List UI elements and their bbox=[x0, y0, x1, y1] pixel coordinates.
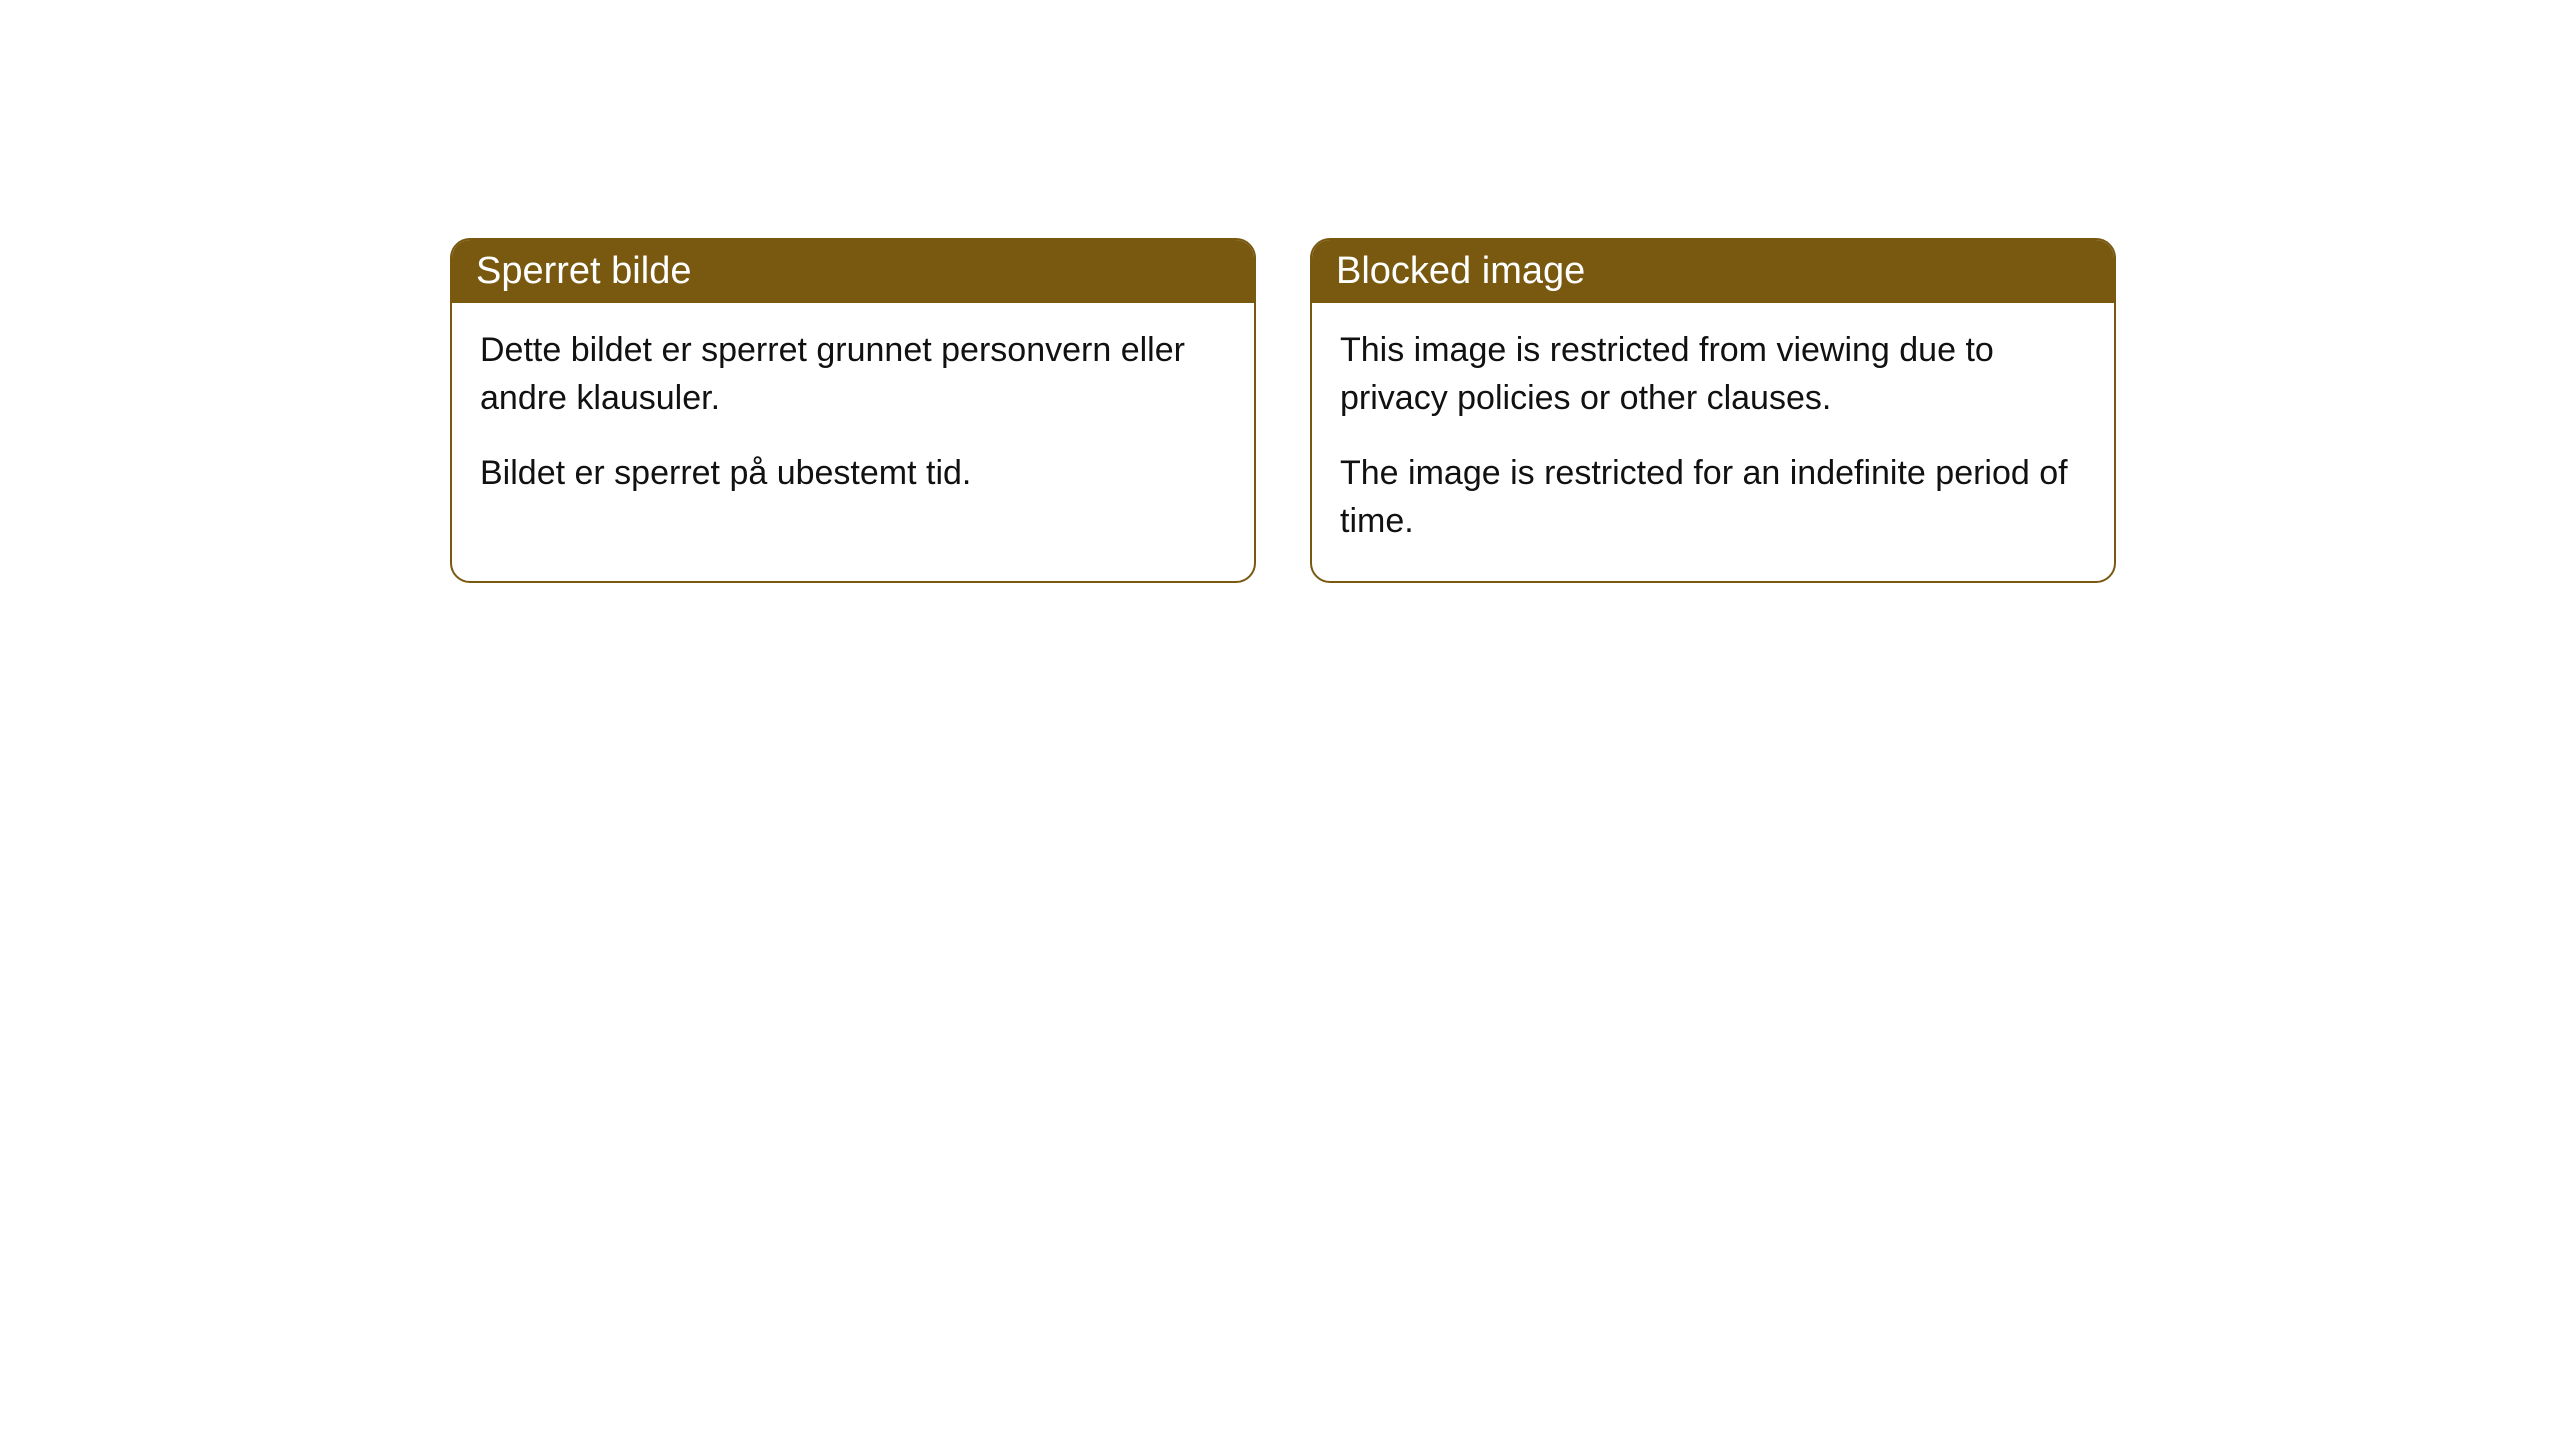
blocked-image-card-norwegian: Sperret bilde Dette bildet er sperret gr… bbox=[450, 238, 1256, 583]
card-header-english: Blocked image bbox=[1312, 240, 2114, 303]
card-title-english: Blocked image bbox=[1336, 250, 1585, 292]
blocked-image-card-english: Blocked image This image is restricted f… bbox=[1310, 238, 2116, 583]
card-body-norwegian: Dette bildet er sperret grunnet personve… bbox=[452, 303, 1254, 534]
card-text-norwegian-2: Bildet er sperret på ubestemt tid. bbox=[480, 450, 1226, 498]
card-text-english-1: This image is restricted from viewing du… bbox=[1340, 327, 2086, 422]
card-text-english-2: The image is restricted for an indefinit… bbox=[1340, 450, 2086, 545]
card-title-norwegian: Sperret bilde bbox=[476, 250, 691, 292]
card-header-norwegian: Sperret bilde bbox=[452, 240, 1254, 303]
card-text-norwegian-1: Dette bildet er sperret grunnet personve… bbox=[480, 327, 1226, 422]
notice-container: Sperret bilde Dette bildet er sperret gr… bbox=[450, 238, 2116, 583]
card-body-english: This image is restricted from viewing du… bbox=[1312, 303, 2114, 581]
